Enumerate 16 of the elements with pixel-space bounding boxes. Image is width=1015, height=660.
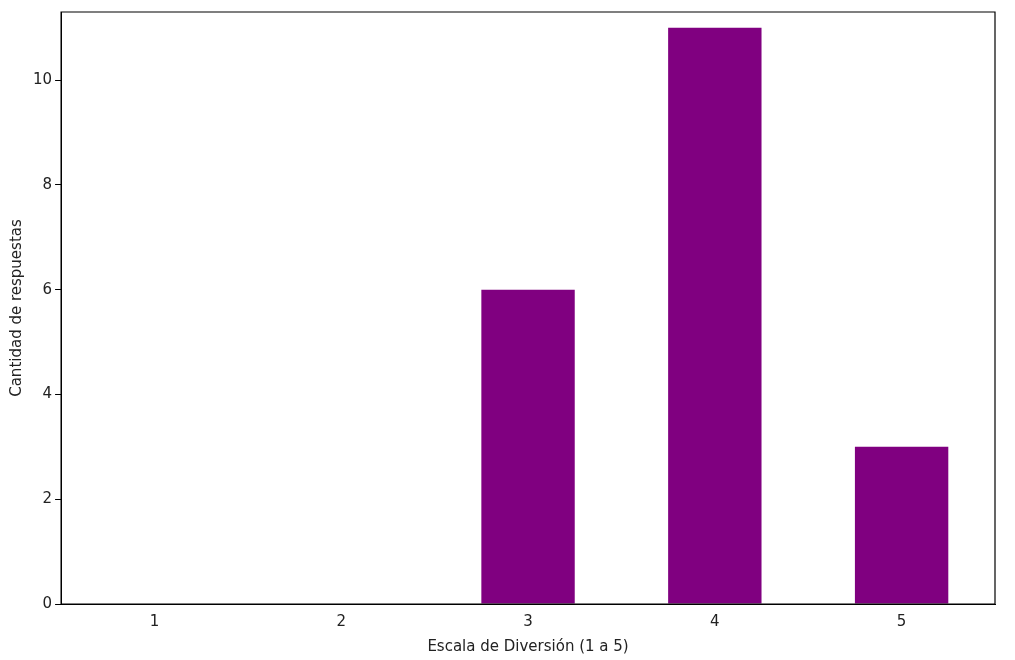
x-axis-title: Escala de Diversión (1 a 5) — [427, 636, 629, 655]
y-axis-title: Cantidad de respuestas — [6, 219, 25, 397]
x-tick-label: 3 — [523, 611, 533, 630]
y-tick-label: 10 — [32, 70, 53, 88]
y-tick-label: 0 — [42, 593, 53, 612]
bar — [668, 27, 762, 604]
y-tick-label: 4 — [42, 384, 53, 403]
x-tick-label: 2 — [336, 611, 347, 630]
y-tick-label: 6 — [42, 279, 53, 298]
x-tick-label: 4 — [710, 611, 720, 630]
x-tick-label: 1 — [149, 611, 160, 630]
y-tick-label: 2 — [42, 489, 53, 508]
bar — [854, 446, 949, 604]
bar — [481, 289, 575, 604]
x-tick-label: 5 — [896, 611, 907, 630]
y-tick-label: 8 — [42, 174, 53, 193]
